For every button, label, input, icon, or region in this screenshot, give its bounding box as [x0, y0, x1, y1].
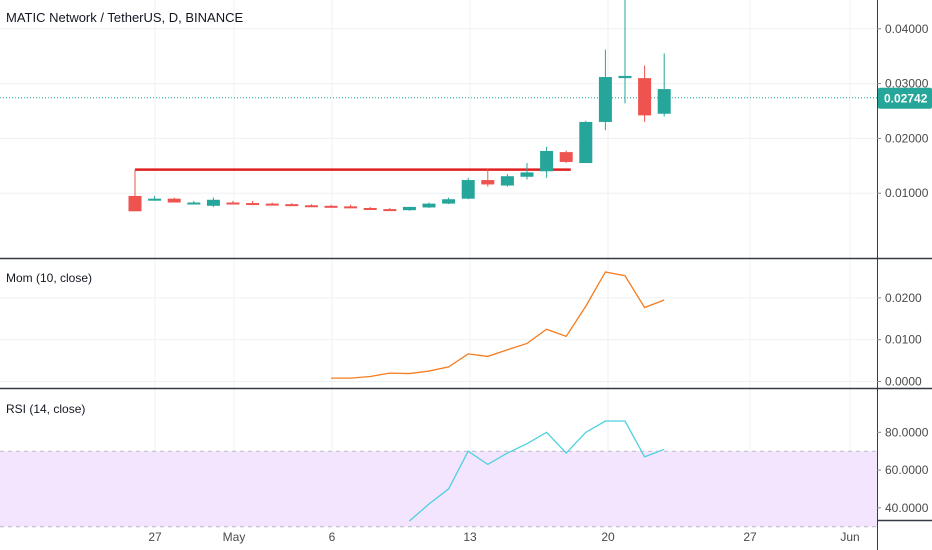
- candle-body: [520, 172, 534, 177]
- candle: [442, 197, 456, 205]
- last-price-badge: 0.02742: [878, 87, 932, 109]
- candle: [422, 202, 436, 208]
- candle-body: [344, 206, 358, 209]
- candle-body: [363, 207, 377, 210]
- candle-body: [402, 206, 416, 211]
- momentum-tick-label: 0.0200: [885, 291, 922, 305]
- candle: [638, 65, 652, 122]
- candle-body: [481, 180, 495, 185]
- price-axis[interactable]: 0.010000.020000.030000.040000.050000.000…: [877, 0, 929, 515]
- candle-body: [540, 151, 554, 172]
- candle: [226, 200, 240, 205]
- chart-title: MATIC Network / TetherUS, D, BINANCE: [6, 10, 244, 25]
- time-tick-label: 27: [743, 530, 757, 544]
- time-tick-label: 13: [463, 530, 477, 544]
- time-tick-label: 20: [601, 530, 615, 544]
- candlestick-series: [128, 0, 671, 212]
- candle: [481, 168, 495, 187]
- price-tick-label: 0.02000: [885, 131, 929, 145]
- last-price-badge-label: 0.02742: [884, 92, 928, 106]
- rsi-line: [408, 420, 665, 522]
- candle: [520, 163, 534, 180]
- candle-body: [304, 205, 318, 208]
- grid-lines: [0, 0, 877, 520]
- rsi-tick-label: 60.0000: [885, 463, 929, 477]
- candle-body: [579, 121, 593, 164]
- candle-body: [422, 203, 436, 208]
- rsi-tick-label: 40.0000: [885, 501, 929, 515]
- candle-body: [657, 89, 671, 114]
- momentum-line: [331, 271, 665, 379]
- candle: [618, 0, 632, 104]
- momentum-label: Mom (10, close): [6, 271, 93, 285]
- candle-body: [167, 198, 181, 203]
- momentum-series: [331, 271, 665, 379]
- rsi-tick-label: 80.0000: [885, 425, 929, 439]
- rsi-series: [408, 420, 665, 522]
- candle-body: [265, 203, 279, 206]
- candle: [383, 207, 397, 212]
- candle-body: [246, 203, 260, 206]
- candle-body: [128, 195, 142, 212]
- candle: [324, 204, 338, 208]
- candle: [540, 146, 554, 178]
- candle: [402, 206, 416, 211]
- candle: [461, 177, 475, 200]
- candle-body: [559, 152, 573, 162]
- momentum-tick-label: 0.0000: [885, 375, 922, 389]
- price-tick-label: 0.01000: [885, 186, 929, 200]
- candle: [265, 202, 279, 206]
- price-tick-label: 0.04000: [885, 22, 929, 36]
- candle-body: [500, 176, 514, 186]
- time-tick-label: Jun: [840, 530, 859, 544]
- candle: [128, 169, 142, 212]
- candle: [246, 200, 260, 206]
- candle: [579, 120, 593, 164]
- candle-body: [598, 77, 612, 122]
- candle: [148, 195, 162, 201]
- candle: [344, 204, 358, 209]
- time-tick-label: 6: [329, 530, 336, 544]
- rsi-label: RSI (14, close): [6, 402, 86, 416]
- candle: [559, 150, 573, 164]
- candle: [500, 174, 514, 187]
- candle-body: [618, 75, 632, 79]
- rsi-band: [0, 450, 877, 528]
- candle-body: [285, 204, 299, 207]
- candle-body: [206, 199, 220, 206]
- candle: [206, 197, 220, 207]
- candle-body: [383, 209, 397, 212]
- candle: [363, 206, 377, 210]
- candle: [167, 197, 181, 203]
- time-tick-label: May: [223, 530, 246, 544]
- last-price-badge-bg: [878, 87, 932, 109]
- momentum-tick-label: 0.0100: [885, 333, 922, 347]
- candle-body: [461, 180, 475, 199]
- candle: [187, 200, 201, 205]
- candle: [598, 49, 612, 131]
- candle: [657, 53, 671, 117]
- candle-body: [148, 198, 162, 201]
- candle-body: [638, 78, 652, 116]
- time-axis[interactable]: 27 May 6 13 20 27 Jun: [148, 530, 859, 544]
- candle-body: [226, 202, 240, 205]
- candle-body: [187, 202, 201, 205]
- candle-body: [324, 205, 338, 208]
- rsi-band-fill: [0, 451, 877, 527]
- candle: [304, 204, 318, 208]
- candle-body: [442, 199, 456, 204]
- time-tick-label: 27: [148, 530, 162, 544]
- price-tick-label: 0.03000: [885, 77, 929, 91]
- candle: [285, 203, 299, 207]
